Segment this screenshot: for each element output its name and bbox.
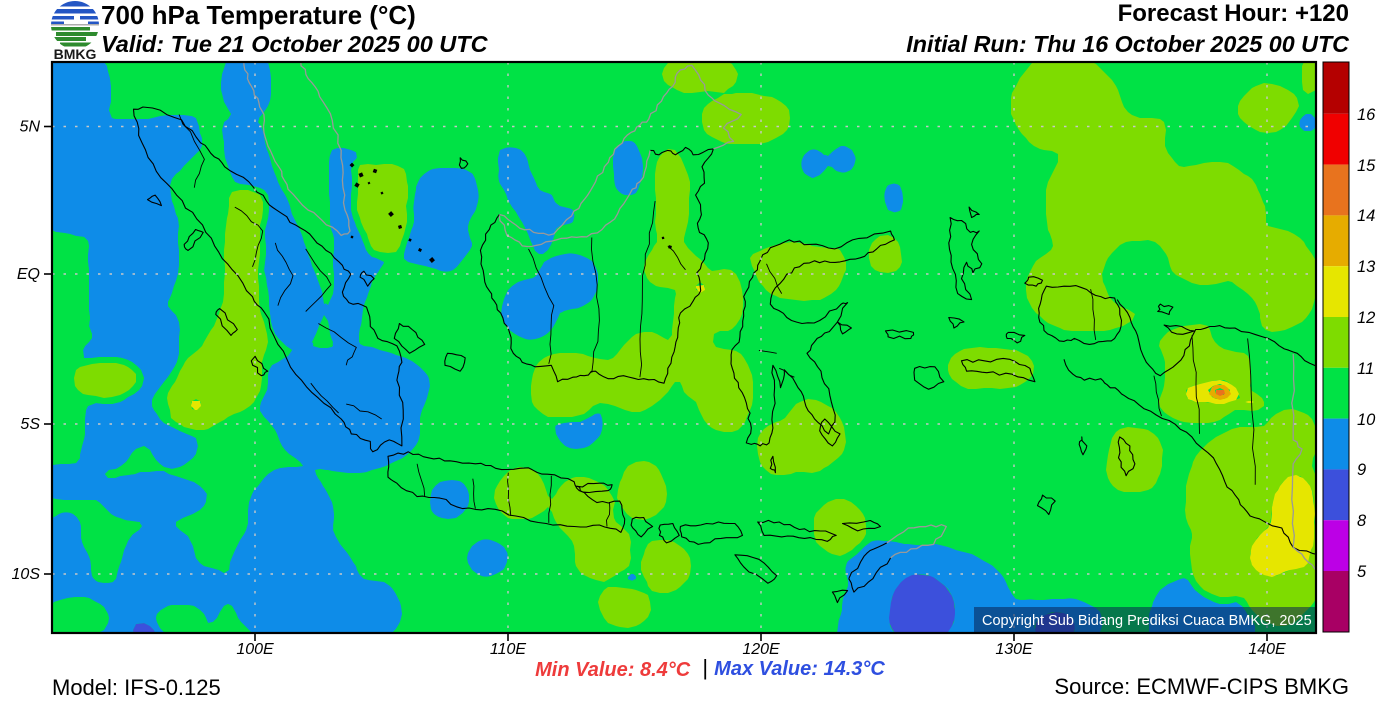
svg-text:Min Value: 8.4°C | Max Value:: Min Value: 8.4°C | Max Value: 14.3°C: [535, 655, 885, 681]
svg-text:130E: 130E: [995, 641, 1033, 658]
svg-text:Model: IFS-0.125: Model: IFS-0.125: [52, 675, 221, 700]
svg-text:5: 5: [1357, 563, 1367, 581]
svg-text:9: 9: [1357, 461, 1366, 479]
svg-text:14: 14: [1357, 207, 1375, 225]
svg-text:11: 11: [1357, 360, 1374, 378]
svg-text:110E: 110E: [490, 641, 527, 658]
svg-text:140E: 140E: [1248, 641, 1286, 658]
svg-text:120E: 120E: [742, 641, 780, 658]
svg-text:10: 10: [1357, 411, 1376, 429]
svg-text:5N: 5N: [20, 119, 41, 136]
svg-text:100E: 100E: [236, 641, 274, 658]
svg-text:13: 13: [1357, 258, 1376, 276]
svg-text:8: 8: [1357, 512, 1367, 530]
svg-text:15: 15: [1357, 157, 1376, 175]
svg-text:Source: ECMWF-CIPS BMKG: Source: ECMWF-CIPS BMKG: [1054, 674, 1349, 699]
svg-text:BMKG: BMKG: [54, 46, 97, 62]
svg-text:16: 16: [1357, 106, 1376, 124]
svg-text:12: 12: [1357, 309, 1375, 327]
svg-text:EQ: EQ: [17, 266, 40, 283]
svg-text:10S: 10S: [12, 566, 41, 583]
svg-text:700 hPa Temperature (°C): 700 hPa Temperature (°C): [101, 0, 416, 30]
svg-text:Forecast Hour: +120: Forecast Hour: +120: [1118, 0, 1349, 27]
svg-text:5S: 5S: [20, 416, 40, 433]
svg-text:Copyright Sub Bidang Prediksi: Copyright Sub Bidang Prediksi Cuaca BMKG…: [982, 613, 1312, 629]
svg-text:Initial Run: Thu 16 October 20: Initial Run: Thu 16 October 2025 00 UTC: [906, 31, 1350, 57]
svg-text:Valid: Tue 21 October 2025 00: Valid: Tue 21 October 2025 00 UTC: [101, 31, 489, 57]
